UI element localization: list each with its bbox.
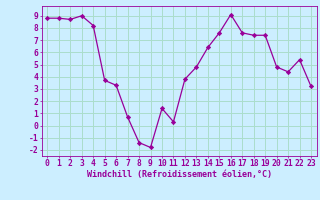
X-axis label: Windchill (Refroidissement éolien,°C): Windchill (Refroidissement éolien,°C)	[87, 170, 272, 179]
